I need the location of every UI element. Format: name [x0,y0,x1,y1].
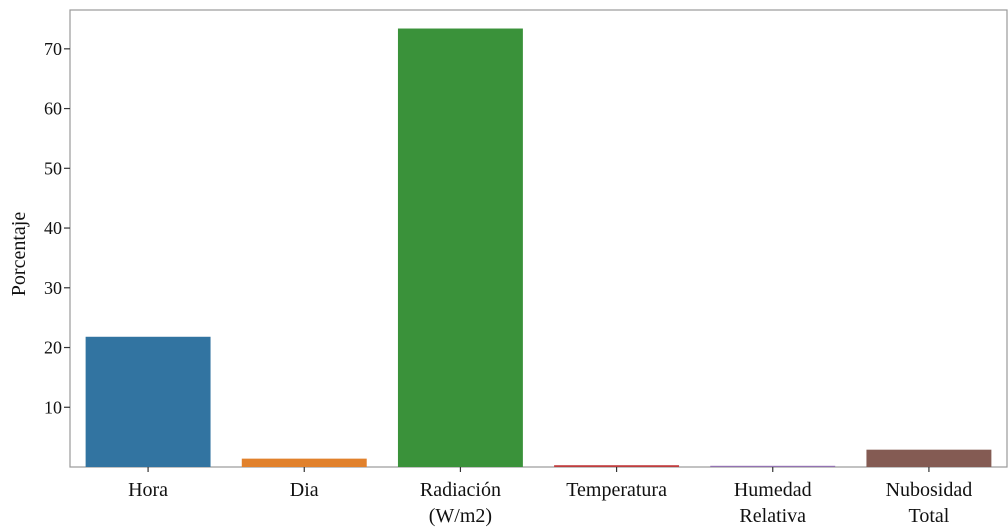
bars-group [85,28,992,468]
y-tick-label: 50 [44,158,62,178]
x-tick-label: Dia [290,479,319,501]
x-axis: Hora Dia Radiación (W/m2) Temperatura Humedad… [128,467,972,527]
x-tick-label: Nubosidad Total [886,479,973,527]
x-tick-label: Humedad Relativa [734,479,812,527]
y-tick-label: 60 [44,99,62,119]
y-tick-label: 20 [44,338,62,358]
y-axis: 10 20 30 40 50 60 70 [44,39,70,417]
bar [85,336,211,467]
bar [710,465,836,467]
plot-frame [69,9,1008,468]
bar [866,449,992,467]
y-tick-label: 70 [44,39,62,59]
y-axis-label: Porcentaje [8,212,30,297]
bar [397,28,523,468]
x-tick-label: Hora [128,479,168,501]
y-tick-label: 30 [44,278,62,298]
y-tick-label: 40 [44,218,62,238]
bar [241,458,367,467]
plot-area [69,9,1008,468]
bar [554,465,680,467]
x-tick-label: Temperatura [566,479,667,501]
y-tick-label: 10 [44,397,62,417]
x-tick-label: Radiación (W/m2) [420,479,501,527]
